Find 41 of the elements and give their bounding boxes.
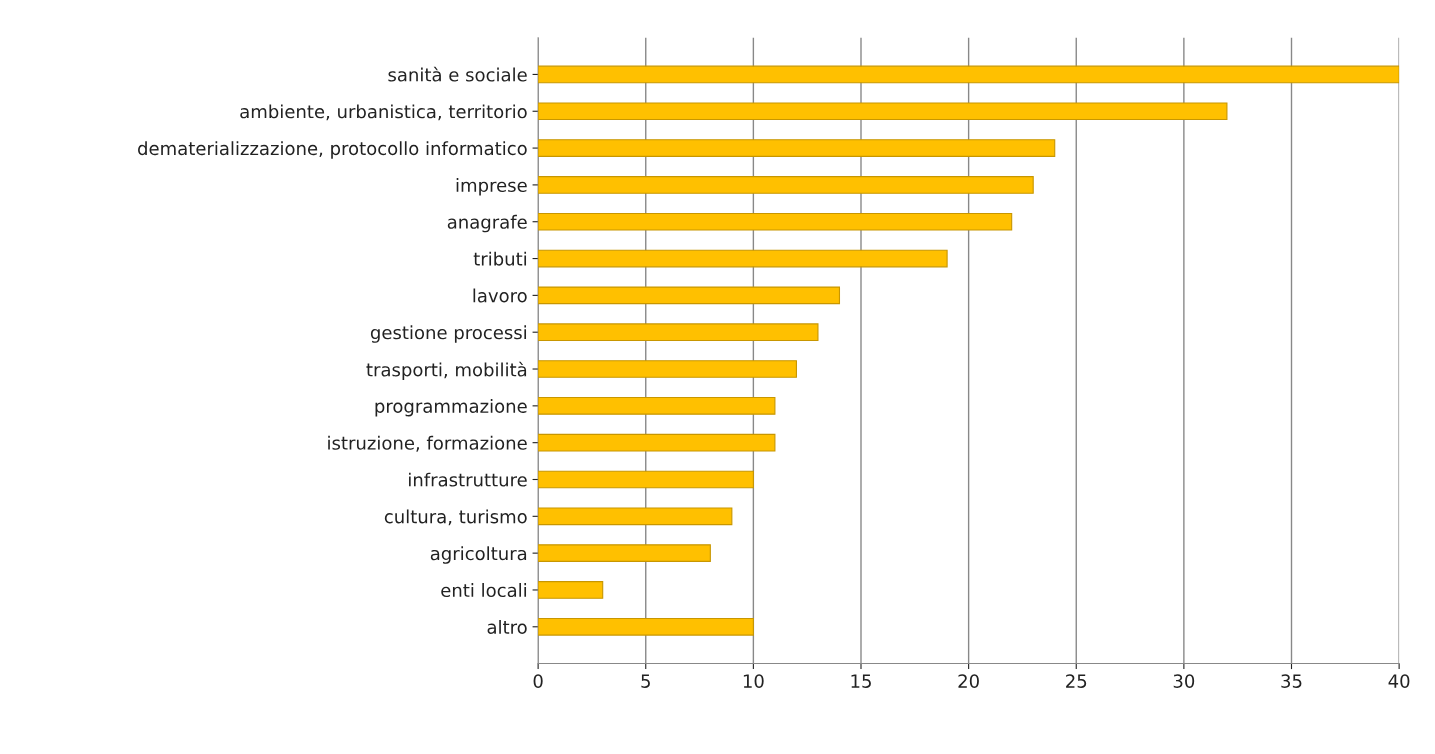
x-tick-label: 20 [958, 674, 979, 688]
y-tick-label: anagrafe [447, 214, 527, 233]
x-tick-label: 35 [1281, 674, 1302, 688]
x-tick-label: 40 [1388, 674, 1410, 688]
y-tick-label: cultura, turismo [384, 509, 527, 526]
bar [538, 507, 733, 526]
y-tick-label: programmazione [375, 398, 527, 417]
y-tick-label: trasporti, mobilità [366, 361, 527, 380]
y-tick-label: imprese [456, 178, 527, 196]
y-tick-label: ambiente, urbanistica, territorio [240, 104, 527, 121]
bar [538, 617, 754, 636]
bar [538, 286, 841, 305]
bar [538, 102, 1228, 121]
y-tick-label: tributi [473, 251, 527, 266]
x-tick-label: 0 [533, 674, 543, 688]
x-tick-label: 15 [851, 674, 871, 688]
y-tick-label: altro [487, 619, 527, 634]
bar [538, 433, 776, 452]
y-tick-label: lavoro [473, 288, 527, 303]
bar [538, 397, 776, 415]
bar [538, 544, 711, 562]
bar [538, 65, 1400, 84]
x-tick-label: 25 [1066, 674, 1087, 688]
y-tick-label: dematerializzazione, protocollo informatico [138, 141, 527, 159]
bar [538, 470, 754, 489]
y-tick-label: infrastrutture [409, 472, 527, 487]
y-tick-label: gestione processi [370, 325, 527, 343]
bar [538, 176, 1034, 194]
bar [538, 249, 948, 268]
x-tick-label: 5 [641, 674, 650, 688]
bar [538, 581, 604, 599]
y-tick-label: istruzione, formazione [328, 435, 527, 452]
y-tick-label: agricoltura [430, 546, 527, 564]
x-tick-label: 10 [743, 674, 764, 688]
bar [538, 360, 797, 378]
bar [538, 139, 1056, 157]
y-tick-label: sanità e sociale [388, 66, 527, 82]
bar [538, 323, 819, 342]
y-tick-label: enti locali [441, 583, 527, 598]
bar [538, 212, 1013, 231]
x-tick-label: 30 [1173, 674, 1195, 688]
